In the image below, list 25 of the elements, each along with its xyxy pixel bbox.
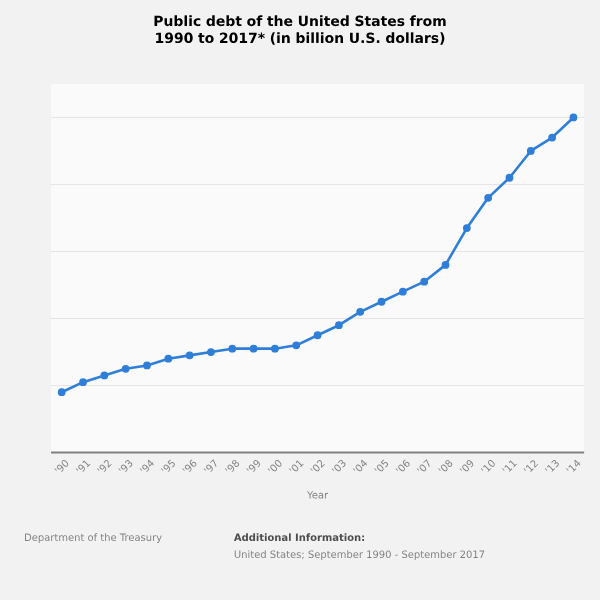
point [164, 354, 173, 363]
point [228, 344, 237, 353]
point [441, 261, 450, 269]
point [100, 371, 109, 380]
point [398, 287, 407, 296]
point [271, 344, 279, 353]
point [292, 341, 301, 350]
point [335, 321, 343, 330]
point [79, 378, 87, 387]
point [484, 193, 493, 202]
point [356, 307, 365, 316]
point [462, 224, 471, 232]
point [185, 351, 194, 360]
point [569, 113, 578, 122]
point [121, 364, 130, 373]
point [313, 331, 322, 340]
point [526, 147, 535, 155]
point [143, 361, 151, 370]
point [548, 133, 557, 142]
point [207, 348, 215, 356]
point [420, 277, 429, 286]
point [377, 297, 386, 306]
point [249, 344, 258, 353]
point [57, 388, 66, 397]
point [505, 173, 514, 182]
